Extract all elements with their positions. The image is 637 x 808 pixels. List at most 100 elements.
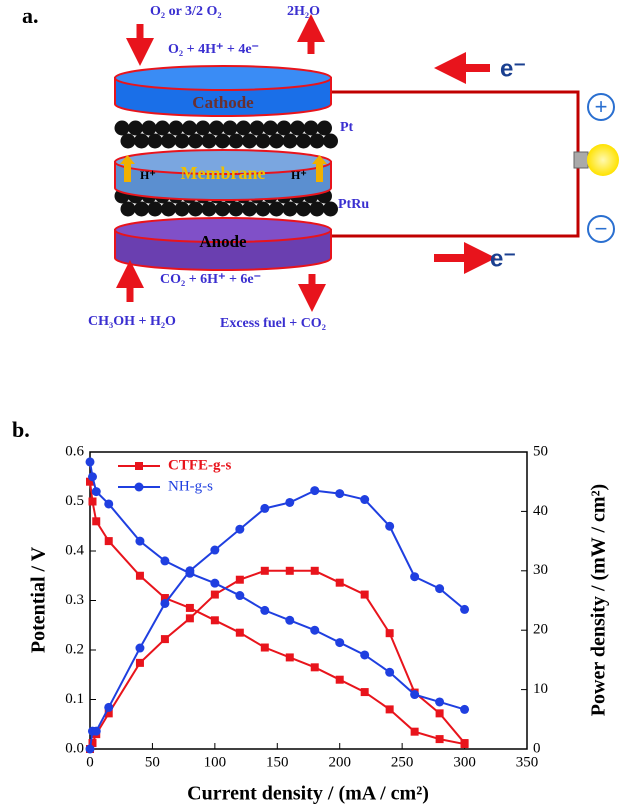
legend-label: CTFE-g-s bbox=[168, 457, 231, 473]
catalyst-particle bbox=[282, 133, 298, 149]
label: Anode bbox=[199, 232, 247, 251]
catalyst-particle bbox=[128, 120, 143, 136]
catalyst-particle bbox=[222, 120, 238, 136]
data-point bbox=[135, 643, 145, 653]
data-point bbox=[410, 727, 419, 736]
catalyst-particle bbox=[120, 133, 136, 149]
label: Membrane bbox=[181, 163, 266, 183]
data-point bbox=[235, 575, 244, 584]
y-tick-label: 0.5 bbox=[65, 493, 84, 509]
data-point bbox=[310, 486, 320, 496]
catalyst-particle bbox=[309, 201, 325, 217]
y-tick-label: 0.2 bbox=[65, 641, 84, 657]
data-point bbox=[92, 517, 101, 526]
data-point bbox=[88, 497, 97, 506]
data-point bbox=[285, 615, 295, 625]
data-point bbox=[104, 702, 114, 712]
catalyst-particle bbox=[236, 120, 251, 136]
x-tick-label: 350 bbox=[516, 754, 539, 770]
data-point bbox=[160, 556, 170, 566]
catalyst-particle bbox=[155, 120, 170, 136]
catalyst-particle bbox=[195, 120, 211, 136]
catalyst-particle bbox=[141, 120, 157, 136]
catalyst-particle bbox=[147, 133, 163, 149]
data-point bbox=[210, 590, 219, 599]
catalyst-particle bbox=[309, 133, 325, 149]
catalyst-particle bbox=[255, 133, 271, 149]
catalyst-particle bbox=[323, 133, 338, 149]
catalyst-particle bbox=[201, 133, 217, 149]
data-point bbox=[91, 487, 101, 497]
y2-tick-label: 0 bbox=[533, 740, 541, 756]
data-point bbox=[210, 545, 220, 555]
label: O₂ or 3/2 O₂ bbox=[150, 4, 222, 19]
data-point bbox=[185, 614, 194, 623]
data-point bbox=[210, 578, 220, 588]
y-tick-label: 0.1 bbox=[65, 691, 84, 707]
x-tick-label: 150 bbox=[266, 754, 289, 770]
data-point bbox=[91, 726, 101, 736]
label: 2H₂O bbox=[287, 4, 320, 19]
catalyst-particle bbox=[134, 133, 149, 149]
data-point bbox=[135, 658, 144, 667]
catalyst-particle bbox=[114, 120, 130, 136]
y2-tick-label: 50 bbox=[533, 443, 548, 459]
data-point bbox=[85, 457, 95, 467]
data-point bbox=[260, 566, 269, 575]
catalyst-particle bbox=[188, 201, 203, 217]
data-point bbox=[460, 739, 469, 748]
x-axis-label: Current density / (mA / cm²) bbox=[187, 783, 429, 805]
data-point bbox=[360, 495, 370, 505]
catalyst-particle bbox=[242, 201, 257, 217]
catalyst-particle bbox=[296, 133, 311, 149]
catalyst-particle bbox=[147, 201, 163, 217]
y-tick-label: 0.0 bbox=[65, 740, 84, 756]
catalyst-particle bbox=[282, 201, 298, 217]
catalyst-particle bbox=[228, 201, 244, 217]
catalyst-particle bbox=[276, 120, 292, 136]
label: PtRu bbox=[338, 197, 369, 212]
data-point bbox=[335, 489, 345, 499]
catalyst-particle bbox=[255, 201, 271, 217]
data-point bbox=[135, 462, 143, 470]
label: CH₃OH + H₂O bbox=[88, 314, 176, 329]
catalyst-particle bbox=[303, 120, 319, 136]
catalyst-particle bbox=[209, 120, 224, 136]
data-point bbox=[285, 497, 295, 507]
y-tick-label: 0.6 bbox=[65, 443, 84, 459]
label: H⁺ bbox=[291, 168, 307, 182]
x-tick-label: 100 bbox=[204, 754, 227, 770]
catalyst-particle bbox=[263, 120, 278, 136]
catalyst-particle bbox=[188, 133, 203, 149]
catalyst-particle bbox=[134, 201, 149, 217]
label: e⁻ bbox=[500, 55, 526, 82]
data-point bbox=[385, 521, 395, 531]
y-axis-label: Potential / V bbox=[28, 546, 50, 653]
catalyst-particle bbox=[215, 133, 230, 149]
data-point bbox=[385, 629, 394, 638]
data-point bbox=[285, 566, 294, 575]
catalyst-particle bbox=[201, 201, 217, 217]
data-point bbox=[185, 566, 195, 576]
label: H⁺ bbox=[140, 168, 156, 182]
panel-label: a. bbox=[22, 3, 39, 28]
data-point bbox=[335, 578, 344, 587]
data-point bbox=[160, 598, 170, 608]
data-point bbox=[260, 503, 270, 513]
series-line bbox=[89, 461, 465, 711]
data-point bbox=[160, 635, 169, 644]
y2-tick-label: 20 bbox=[533, 622, 548, 638]
catalyst-particle bbox=[120, 201, 136, 217]
data-point bbox=[360, 590, 369, 599]
y2-tick-label: 10 bbox=[533, 681, 548, 697]
y2-axis-label: Power density / (mW / cm²) bbox=[588, 484, 610, 716]
diagram-labels: O₂ or 3/2 O₂ 2H₂O O₂ + 4H⁺ + 4e⁻ Cathode… bbox=[88, 4, 607, 331]
label: CO₂ + 6H⁺ + 6e⁻ bbox=[160, 272, 261, 287]
data-point bbox=[160, 594, 169, 603]
data-point bbox=[285, 653, 294, 662]
data-point bbox=[310, 625, 320, 635]
data-point bbox=[235, 628, 244, 637]
data-point bbox=[85, 744, 95, 754]
y2-tick-label: 30 bbox=[533, 562, 548, 578]
